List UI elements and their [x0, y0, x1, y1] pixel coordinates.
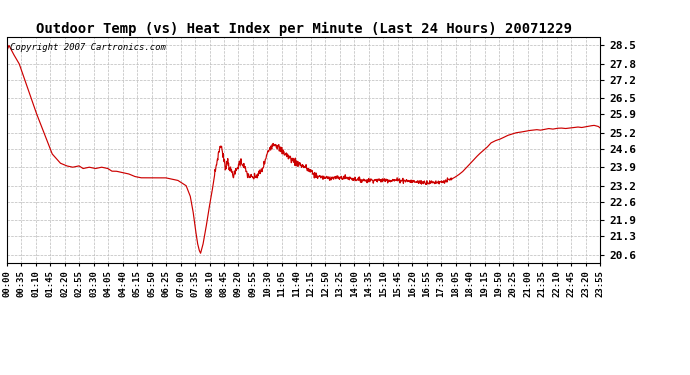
Text: Copyright 2007 Cartronics.com: Copyright 2007 Cartronics.com	[10, 43, 166, 52]
Title: Outdoor Temp (vs) Heat Index per Minute (Last 24 Hours) 20071229: Outdoor Temp (vs) Heat Index per Minute …	[36, 22, 571, 36]
